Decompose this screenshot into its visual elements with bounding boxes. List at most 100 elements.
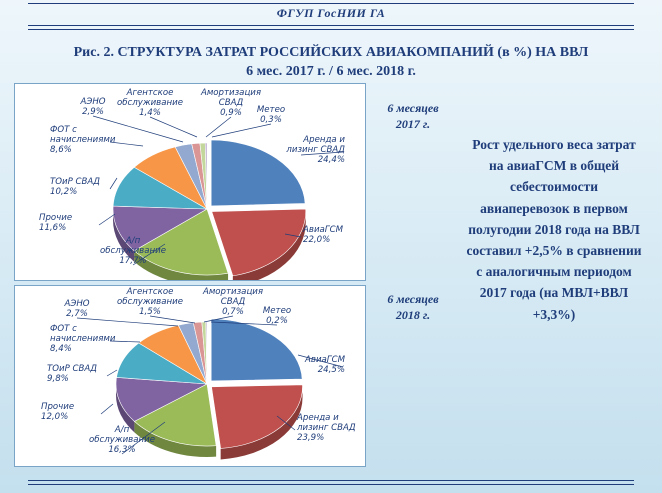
- period-2017-line2: 2017 г.: [395, 117, 431, 131]
- slice-label-6: АЭНО 2,9%: [79, 97, 105, 117]
- slice-label-1: Аренда и лизинг СВАД 23,9%: [296, 413, 356, 443]
- slice-value-8: 0,9%: [220, 108, 242, 118]
- slice-name-5: ФОТ с: [50, 324, 77, 334]
- leader-line-9: [211, 123, 272, 138]
- slice-name-1: Аренда и: [296, 413, 339, 423]
- slice-name-8: СВАД: [221, 297, 246, 307]
- period-2017-line1: 6 месяцев: [387, 101, 439, 115]
- pie-panel-2018: АвиаГСМ 24,5% Аренда и лизинг СВАД 23,9% А/п о…: [14, 285, 366, 467]
- leader-line-0: [297, 354, 344, 368]
- slice-name-8: Амортизация: [202, 287, 263, 297]
- pie-panel-2017: Аренда и лизинг СВАД 24,4% АвиаГСМ 22,0% А/п о…: [14, 83, 366, 281]
- period-2018-line1: 6 месяцев: [387, 292, 439, 306]
- period-label-2018: 6 месяцев 2018 г.: [372, 291, 454, 323]
- slice-value-7: 1,5%: [139, 307, 161, 317]
- leader-line-5: [109, 141, 144, 147]
- header-rule-2: [28, 29, 634, 30]
- leader-line-8: [203, 315, 234, 323]
- slice-value-5: 8,4%: [50, 344, 72, 354]
- leader-line-1: [276, 415, 296, 431]
- pie-slice-0: [210, 318, 303, 382]
- leader-line-6: [92, 115, 184, 143]
- pie-slice-2: [133, 208, 229, 276]
- slice-label-3: Прочие 11,6%: [39, 213, 72, 233]
- leader-line-7: [149, 116, 198, 138]
- slice-value-1: 22,0%: [303, 235, 330, 245]
- leader-line-9: [210, 321, 278, 326]
- leader-line-4: [106, 369, 118, 377]
- bottom-rule-2: [28, 484, 634, 485]
- slice-value-3: 11,6%: [39, 223, 66, 233]
- period-2018-line2: 2018 г.: [395, 308, 431, 322]
- pie-slice-1: [211, 208, 307, 277]
- pie-side-3: [116, 384, 135, 433]
- slice-value-9: 0,2%: [266, 316, 288, 326]
- slice-label-0: Аренда и лизинг СВАД 24,4%: [285, 135, 345, 165]
- slice-label-3: Прочие 12,0%: [41, 402, 74, 422]
- leader-line-3: [98, 213, 116, 226]
- leader-line-8: [205, 116, 232, 138]
- organization-name: ФГУП ГосНИИ ГА: [276, 6, 386, 20]
- slice-value-6: 2,7%: [66, 309, 88, 319]
- slice-name-3: Прочие: [41, 402, 74, 412]
- leader-line-5: [109, 340, 141, 343]
- slice-label-8: Амортизация СВАД 0,9%: [200, 88, 261, 118]
- slice-name-0: АвиаГСМ: [304, 355, 346, 365]
- pie-slice-1: [211, 384, 303, 449]
- slice-label-4: ТОиР СВАД 10,2%: [50, 177, 100, 197]
- slice-name-7: обслуживание: [117, 297, 183, 307]
- slice-value-4: 9,8%: [47, 374, 69, 384]
- slice-value-7: 1,4%: [139, 108, 161, 118]
- slice-name-7: Агентское: [126, 287, 174, 297]
- pie-side-2: [134, 250, 229, 280]
- leader-line-6: [76, 317, 179, 327]
- pie-side-3: [113, 209, 135, 262]
- slice-name-2: А/п: [125, 236, 141, 246]
- slice-name-0: Аренда и: [302, 135, 345, 145]
- pie-chart-2017: Аренда и лизинг СВАД 24,4% АвиаГСМ 22,0% А/п о…: [39, 88, 345, 280]
- header-rule-1: [28, 25, 634, 26]
- slice-name-1: лизинг СВАД: [296, 423, 356, 433]
- leader-line-2: [121, 421, 166, 455]
- pie-side-2: [134, 421, 217, 457]
- slice-value-4: 10,2%: [50, 187, 77, 197]
- slice-name-8: СВАД: [219, 98, 244, 108]
- slice-name-0: лизинг СВАД: [285, 145, 345, 155]
- bottom-rule-1: [28, 480, 634, 481]
- pie-slice-9: [204, 142, 208, 210]
- top-rule: [28, 3, 634, 4]
- slice-label-2: А/п обслуживание 17,7%: [100, 236, 166, 266]
- pie-slice-2: [133, 383, 217, 447]
- slice-label-6: АЭНО 2,7%: [63, 299, 89, 319]
- slice-name-7: Агентское: [126, 88, 174, 98]
- leader-line-0: [300, 151, 344, 156]
- pie-slice-9: [205, 321, 208, 385]
- leader-line-4: [109, 177, 118, 190]
- slice-value-0: 24,5%: [318, 365, 345, 375]
- slice-value-8: 0,7%: [222, 307, 244, 317]
- slice-label-7: Агентское обслуживание 1,5%: [117, 287, 183, 317]
- slice-label-1: АвиаГСМ 22,0%: [302, 225, 344, 245]
- figure-title: Рис. 2. СТРУКТУРА ЗАТРАТ РОССИЙСКИХ АВИА…: [0, 43, 662, 81]
- slice-name-8: Амортизация: [200, 88, 261, 98]
- slice-label-5: ФОТ с начислениями 8,4%: [50, 324, 116, 354]
- pie-side-walls: [113, 209, 306, 280]
- commentary-text: Рост удельного веса затрат на авиаГСМ в …: [466, 137, 642, 322]
- slice-name-1: АвиаГСМ: [302, 225, 344, 235]
- slice-name-6: АЭНО: [63, 299, 89, 309]
- slice-name-2: А/п: [114, 425, 130, 435]
- slice-name-4: ТОиР СВАД: [47, 364, 97, 374]
- slice-label-4: ТОиР СВАД 9,8%: [47, 364, 97, 384]
- slice-value-0: 24,4%: [318, 155, 345, 165]
- pie-chart-2018: АвиаГСМ 24,5%Аренда и лизинг СВАД 23,9%А/п о…: [41, 287, 356, 460]
- slice-name-2: обслуживание: [100, 246, 166, 256]
- slice-name-5: ФОТ с: [50, 125, 77, 135]
- figure-title-line2: 6 мес. 2017 г. / 6 мес. 2018 г.: [246, 64, 416, 79]
- leader-line-2: [132, 243, 166, 266]
- period-label-2017: 6 месяцев 2017 г.: [372, 100, 454, 132]
- slice-name-9: Метео: [263, 306, 291, 316]
- slice-label-7: Агентское обслуживание 1,4%: [117, 88, 183, 118]
- slice-name-2: обслуживание: [89, 435, 155, 445]
- slice-label-0: АвиаГСМ 24,5%: [304, 355, 346, 375]
- slice-value-5: 8,6%: [50, 145, 72, 155]
